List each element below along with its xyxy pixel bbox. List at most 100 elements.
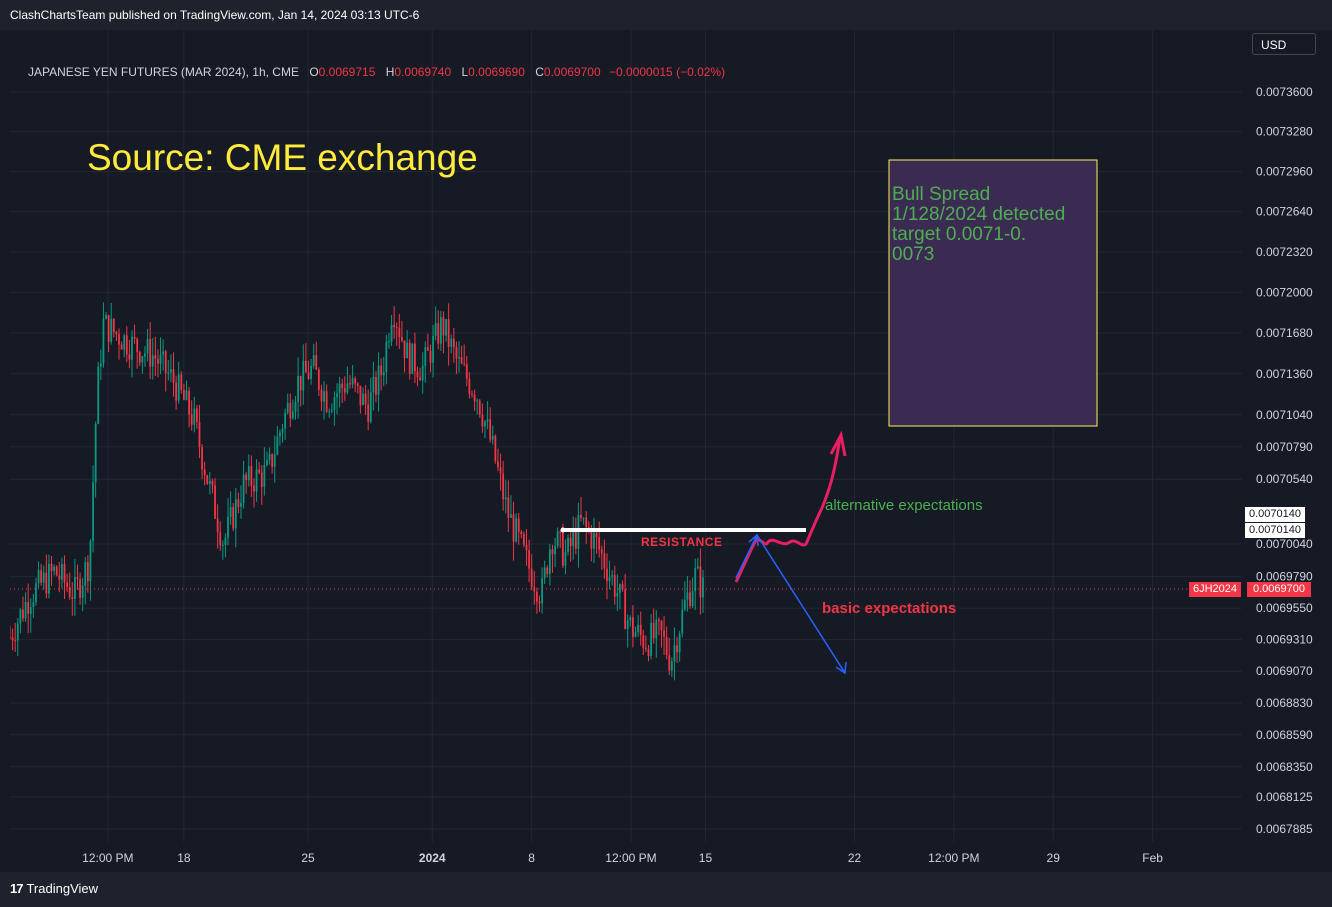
candle[interactable] [504,479,507,514]
candle[interactable] [76,564,79,590]
candle[interactable] [616,574,619,611]
candle[interactable] [471,390,473,398]
candle[interactable] [247,454,250,487]
candle[interactable] [206,474,209,485]
candle[interactable] [502,460,505,511]
candle[interactable] [681,599,684,638]
candle[interactable] [413,332,416,384]
candle[interactable] [510,495,512,518]
candle[interactable] [424,341,427,383]
candle[interactable] [180,371,183,394]
candle[interactable] [652,608,655,644]
candle[interactable] [14,622,17,653]
candle[interactable] [144,346,146,367]
candle[interactable] [304,343,307,373]
candle[interactable] [650,614,652,660]
candle[interactable] [68,572,71,600]
candle[interactable] [110,302,113,345]
candle[interactable] [574,517,577,555]
candle[interactable] [624,573,627,630]
candle[interactable] [406,330,409,359]
candle[interactable] [512,501,515,561]
candle[interactable] [696,558,699,570]
price-axis-canvas[interactable]: 0.0073600 0.0073280 0.0072960 0.0072640 0.00… [1242,30,1332,872]
currency-button[interactable]: USD [1252,33,1316,55]
candle[interactable] [694,558,697,611]
candle[interactable] [426,333,429,352]
candle[interactable] [390,314,393,346]
candle[interactable] [481,403,484,433]
candle[interactable] [227,498,229,546]
candle[interactable] [598,521,601,558]
candle[interactable] [416,366,419,387]
candle[interactable] [271,453,274,474]
candle[interactable] [73,558,76,616]
candle[interactable] [333,391,336,426]
candle[interactable] [569,529,572,562]
candle[interactable] [164,349,167,392]
candle[interactable] [120,341,123,350]
candle[interactable] [377,352,380,412]
candle[interactable] [702,569,704,613]
candle[interactable] [16,617,19,656]
candle[interactable] [281,424,284,443]
candle[interactable] [107,314,110,353]
candle[interactable] [564,539,567,575]
candle[interactable] [676,637,678,664]
candle[interactable] [403,340,406,373]
candle[interactable] [29,598,32,633]
candle[interactable] [678,630,681,662]
candle[interactable] [159,337,162,375]
candle[interactable] [354,376,357,393]
candle[interactable] [208,471,211,495]
candle[interactable] [92,465,94,553]
candle[interactable] [626,614,629,648]
candle[interactable] [146,329,149,362]
candle[interactable] [237,492,240,514]
candle[interactable] [429,344,432,373]
candle[interactable] [211,478,214,494]
candle[interactable] [559,530,562,548]
candle[interactable] [50,556,53,586]
candle[interactable] [606,553,608,600]
candle[interactable] [362,387,364,406]
candle[interactable] [193,396,196,433]
candle[interactable] [242,460,245,509]
candle[interactable] [489,407,492,443]
chart-canvas[interactable]: Bull Spread 1/128/2024 detected target 0… [10,30,1242,872]
candle[interactable] [603,539,606,580]
candle[interactable] [312,343,315,369]
resistance-line-handle[interactable] [560,527,566,533]
candle[interactable] [343,376,346,401]
candle[interactable] [668,637,671,675]
candle[interactable] [325,384,328,414]
candle[interactable] [289,393,292,428]
candle[interactable] [37,561,40,588]
candle[interactable] [634,626,637,638]
candle[interactable] [689,580,691,609]
candle[interactable] [268,447,271,465]
candle[interactable] [229,491,232,525]
candle[interactable] [372,361,375,411]
candle[interactable] [463,344,466,367]
candle[interactable] [125,326,128,363]
candle[interactable] [647,645,650,662]
candle[interactable] [302,344,305,405]
candle[interactable] [162,339,165,371]
candle[interactable] [683,581,686,612]
candle[interactable] [102,302,105,368]
candle[interactable] [27,583,30,633]
candle[interactable] [375,371,377,403]
candle[interactable] [234,487,237,548]
candle[interactable] [273,435,276,483]
candle[interactable] [484,419,486,439]
candle[interactable] [567,534,569,556]
candle[interactable] [660,619,663,648]
candle[interactable] [154,336,157,376]
candle[interactable] [465,355,468,387]
candle[interactable] [198,404,201,459]
candle[interactable] [11,628,14,651]
candle[interactable] [380,358,383,391]
candle[interactable] [523,531,525,548]
candle[interactable] [32,594,35,618]
